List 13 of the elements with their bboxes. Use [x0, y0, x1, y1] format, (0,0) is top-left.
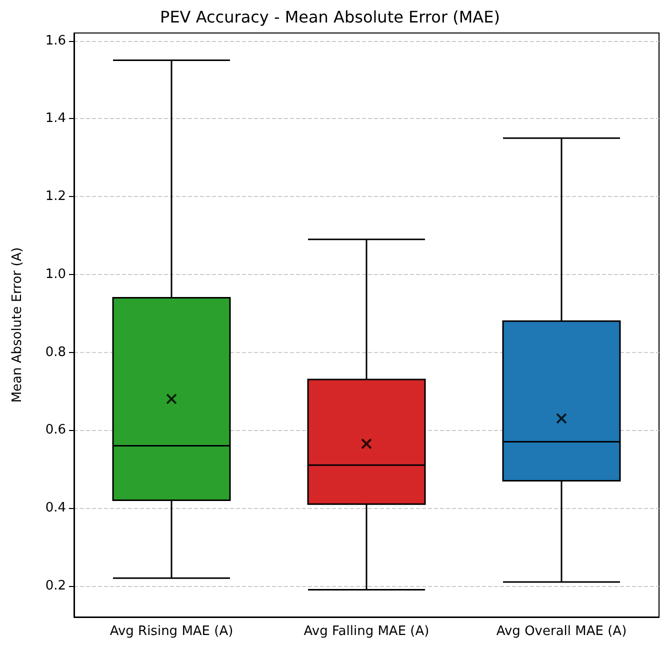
x-tick-label: Avg Falling MAE (A) — [304, 624, 430, 639]
y-tick-label: 1.4 — [45, 111, 66, 126]
y-tick-label: 1.6 — [45, 33, 66, 48]
y-tick-label: 1.2 — [45, 189, 66, 204]
y-tick-label: 1.0 — [45, 266, 66, 282]
y-tick-label: 0.4 — [45, 500, 66, 516]
x-tick-label: Avg Rising MAE (A) — [110, 624, 234, 639]
x-tick-label: Avg Overall MAE (A) — [496, 624, 627, 639]
y-tick-label: 0.6 — [45, 422, 66, 438]
y-tick-label: 0.2 — [45, 578, 66, 594]
y-axis-title: Mean Absolute Error (A) — [10, 247, 25, 403]
chart-title: PEV Accuracy - Mean Absolute Error (MAE) — [160, 8, 500, 26]
y-tick-label: 0.8 — [45, 344, 66, 360]
